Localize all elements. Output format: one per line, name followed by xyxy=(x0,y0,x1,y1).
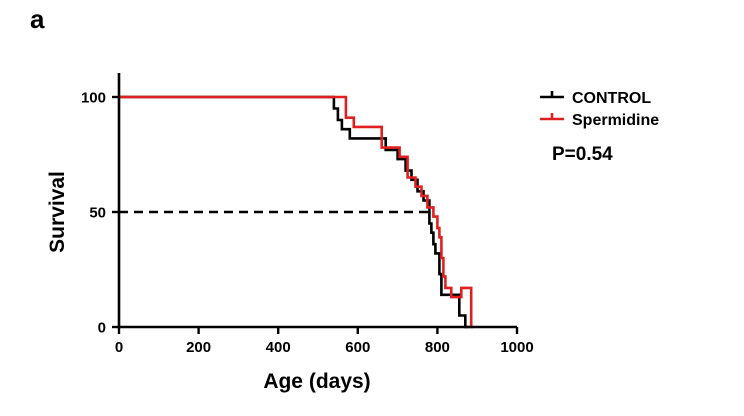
p-value-annotation: P=0.54 xyxy=(552,144,613,165)
y-tick-label: 100 xyxy=(81,90,106,107)
x-tick-label: 400 xyxy=(266,339,291,356)
axes-layer xyxy=(117,73,517,329)
legend: CONTROL Spermidine xyxy=(540,90,659,129)
plot-area: 0 200 400 600 800 1000 0 50 100 xyxy=(81,73,534,356)
x-tick-label: 800 xyxy=(425,339,450,356)
legend-label: CONTROL xyxy=(572,90,651,107)
panel-label: a xyxy=(30,4,45,34)
y-tick-label: 0 xyxy=(98,320,106,337)
series-line-spermidine xyxy=(119,95,474,329)
x-tick-label: 1000 xyxy=(500,339,533,356)
series-layer xyxy=(119,95,474,329)
x-tick-label: 600 xyxy=(345,339,370,356)
x-axis-title: Age (days) xyxy=(263,370,370,393)
x-tick-label: 200 xyxy=(186,339,211,356)
legend-item-spermidine: Spermidine xyxy=(540,112,659,129)
ticks-layer: 0 200 400 600 800 1000 0 50 100 xyxy=(81,90,534,357)
y-tick-label: 50 xyxy=(89,205,106,222)
legend-label: Spermidine xyxy=(572,112,659,129)
x-tick-label: 0 xyxy=(115,339,123,356)
y-axis-title: Survival xyxy=(46,171,69,253)
legend-item-control: CONTROL xyxy=(540,90,651,107)
